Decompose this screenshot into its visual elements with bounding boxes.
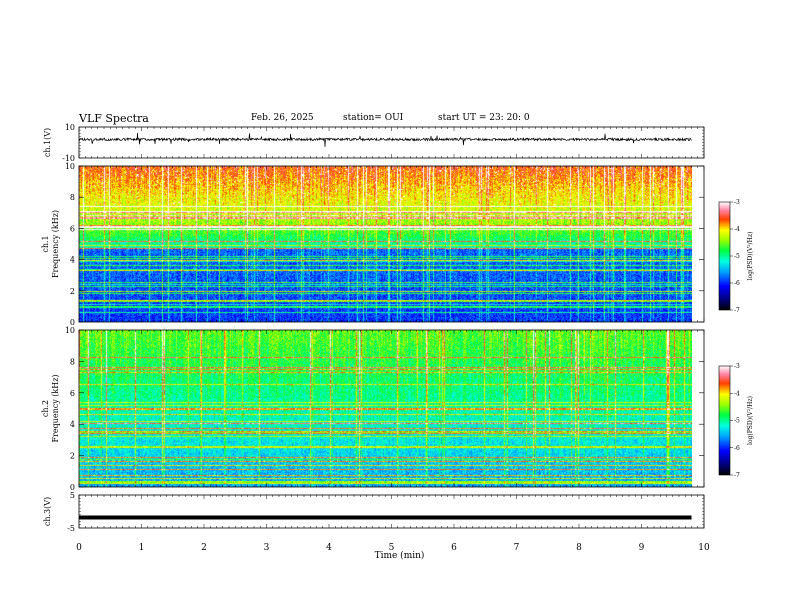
chart-title: VLF Spectra bbox=[79, 112, 149, 125]
ch1-waveform-ytick: 10 bbox=[65, 123, 75, 132]
ch1-spectrogram-colorbar-tick: -7 bbox=[734, 307, 740, 314]
x-tick-label: 7 bbox=[514, 543, 520, 553]
ch2-spectrogram-ytick: 8 bbox=[70, 357, 75, 366]
ch1-waveform-ytick: -10 bbox=[62, 154, 75, 163]
ch2-spectrogram-colorbar-tick: -3 bbox=[734, 363, 740, 370]
x-tick-label: 5 bbox=[389, 543, 395, 553]
ch2-spectrogram-colorbar-tick: -5 bbox=[734, 418, 740, 425]
header-date: Feb. 26, 2025 bbox=[251, 113, 314, 123]
ch2-spectrogram-ytick: 4 bbox=[70, 420, 75, 429]
ch1-spectrogram-ylabel-2: Frequency (kHz) bbox=[51, 210, 60, 278]
ch2-spectrogram-ylabel-2: Frequency (kHz) bbox=[51, 374, 60, 442]
ch2-spectrogram-colorbar-tick: -6 bbox=[734, 445, 740, 452]
ch3-waveform-ytick: -5 bbox=[67, 524, 75, 533]
x-tick-label: 10 bbox=[698, 543, 710, 553]
ch1-spectrogram-ylabel-1: ch.1 bbox=[41, 235, 50, 252]
ch1-spectrogram-colorbar-tick: -3 bbox=[734, 199, 740, 206]
ch2-spectrogram-ytick: 0 bbox=[70, 483, 75, 492]
ch2-spectrogram-image bbox=[79, 330, 692, 487]
x-tick-label: 6 bbox=[451, 543, 457, 553]
ch1-spectrogram-image bbox=[79, 166, 692, 322]
ch1-spectrogram-ytick: 0 bbox=[70, 318, 75, 327]
ch1-spectrogram-ytick: 10 bbox=[65, 162, 75, 171]
x-tick-label: 2 bbox=[201, 543, 207, 553]
ch1-waveform-frame bbox=[78, 126, 705, 159]
ch3-waveform-ylabel: ch.3(V) bbox=[43, 497, 52, 526]
ch2-spectrogram-colorbar bbox=[718, 365, 731, 476]
ch1-spectrogram-colorbar-tick: -6 bbox=[734, 280, 740, 287]
x-tick-label: 4 bbox=[326, 543, 332, 553]
x-axis-label: Time (min) bbox=[375, 550, 425, 561]
x-tick-label: 9 bbox=[639, 543, 645, 553]
x-tick-label: 3 bbox=[264, 543, 270, 553]
ch3-waveform-frame bbox=[78, 494, 705, 529]
ch2-spectrogram-ytick: 6 bbox=[70, 389, 75, 398]
ch2-spectrogram-colorbar-tick: -7 bbox=[734, 472, 740, 479]
ch2-spectrogram-colorbar-label: log(PSD)(V²/Hz) bbox=[747, 396, 754, 445]
x-tick-label: 1 bbox=[139, 543, 145, 553]
ch1-spectrogram-ytick: 8 bbox=[70, 193, 75, 202]
ch1-waveform-ylabel: ch.1(V) bbox=[43, 128, 52, 157]
header-start-ut: start UT = 23: 20: 0 bbox=[438, 113, 530, 123]
ch2-spectrogram-ylabel-1: ch.2 bbox=[41, 400, 50, 417]
ch2-spectrogram-colorbar-tick: -4 bbox=[734, 390, 740, 397]
ch2-spectrogram-ytick: 2 bbox=[70, 452, 75, 461]
ch1-spectrogram-colorbar-label: log(PSD)(V²/Hz) bbox=[747, 232, 754, 281]
x-tick-label: 0 bbox=[76, 543, 82, 553]
header-station: station= OUI bbox=[343, 113, 404, 123]
ch2-spectrogram-ytick: 10 bbox=[65, 326, 75, 335]
ch3-waveform-ytick: 5 bbox=[70, 491, 75, 500]
x-tick-label: 8 bbox=[576, 543, 582, 553]
ch1-waveform-trace bbox=[78, 132, 692, 147]
ch1-spectrogram-ytick: 2 bbox=[70, 287, 75, 296]
ch1-spectrogram-ytick: 4 bbox=[70, 256, 75, 265]
ch1-spectrogram-ytick: 6 bbox=[70, 224, 75, 233]
ch1-spectrogram-colorbar-tick: -5 bbox=[734, 253, 740, 260]
ch1-spectrogram-colorbar bbox=[718, 201, 731, 311]
ch1-spectrogram-colorbar-tick: -4 bbox=[734, 226, 740, 233]
